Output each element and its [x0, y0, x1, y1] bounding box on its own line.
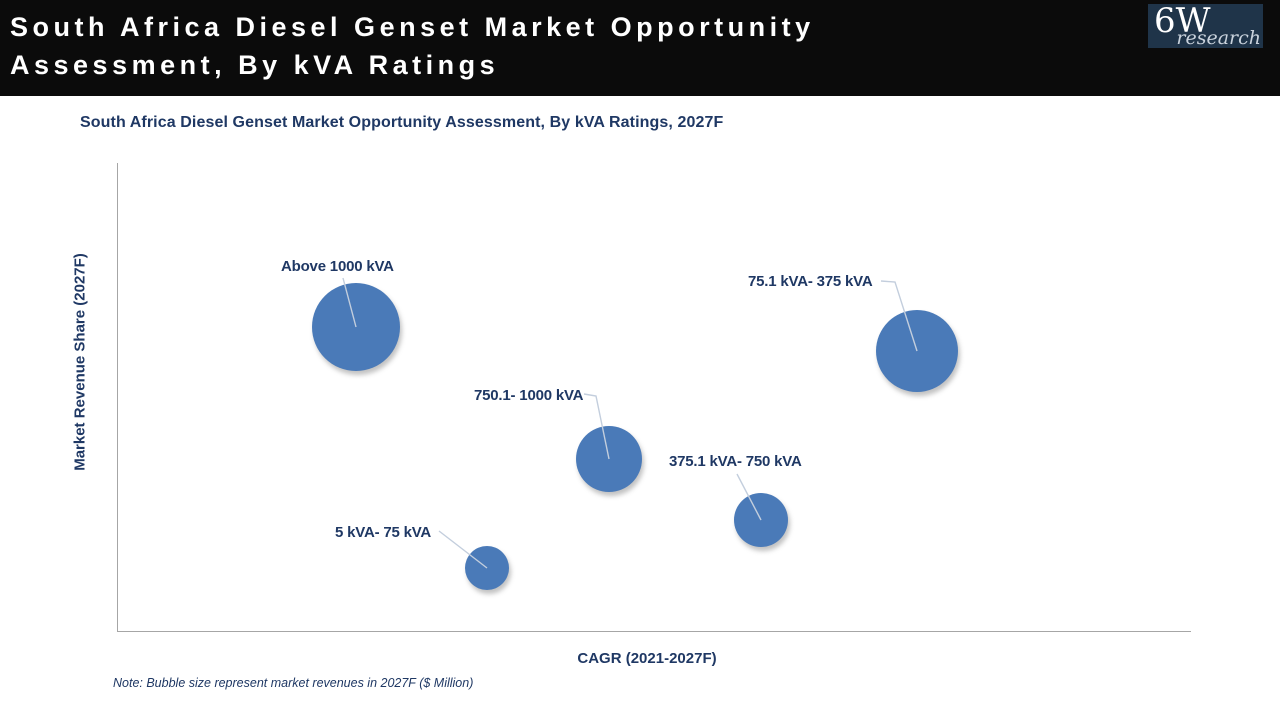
logo-sub-text: research: [1176, 27, 1261, 49]
6wresearch-logo: 6W research: [1148, 1, 1263, 49]
chart-note: Note: Bubble size represent market reven…: [113, 676, 474, 690]
page-title-line1: South Africa Diesel Genset Market Opport…: [10, 12, 815, 42]
x-axis-label: CAGR (2021-2027F): [577, 650, 717, 667]
header-bar: South Africa Diesel Genset Market Opport…: [0, 0, 1280, 96]
plot-area: [117, 163, 1191, 632]
chart-title: South Africa Diesel Genset Market Opport…: [80, 114, 724, 131]
logo-main-text: 6W: [1154, 1, 1211, 41]
page-title: South Africa Diesel Genset Market Opport…: [10, 8, 815, 84]
page-title-line2: Assessment, By kVA Ratings: [10, 50, 500, 80]
y-axis-label: Market Revenue Share (2027F): [71, 253, 89, 471]
